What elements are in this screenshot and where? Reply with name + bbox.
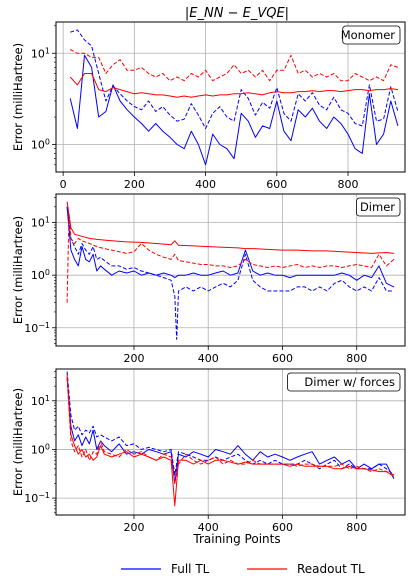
- panel-title-box: [342, 25, 401, 45]
- x-tick-label: 200: [124, 178, 145, 191]
- y-tick-label: 101: [31, 393, 50, 408]
- y-axis-label: Error (milliHartree): [11, 388, 25, 496]
- series-line-solid-blue: [66, 377, 395, 484]
- panel-dimer: 200 400 600 800 10−1 100 101 Error (milliHartre…: [11, 193, 406, 365]
- y-axis-label: Error (milliHartree): [11, 216, 25, 324]
- series-line-dashed-blue: [66, 371, 395, 476]
- axes-frame: [55, 368, 406, 516]
- series-line-solid-red: [66, 374, 395, 507]
- panel-dimer-forces: 200 400 600 800 10−1 100 101 Error (milliHartre…: [11, 368, 406, 534]
- x-tick-label: 200: [123, 352, 144, 365]
- panel-title-box: [287, 372, 401, 392]
- x-tick-label: 600: [272, 521, 293, 534]
- y-tick-label: 101: [31, 215, 50, 230]
- series-line-dashed-red: [66, 377, 395, 484]
- x-tick-label: 0: [60, 178, 67, 191]
- x-tick-label: 600: [266, 178, 287, 191]
- y-tick-label: 100: [31, 442, 50, 457]
- series-line-dashed-blue: [70, 29, 399, 129]
- y-tick-label: 10−1: [24, 320, 50, 335]
- y-tick-label: 10−1: [24, 491, 50, 506]
- y-axis-label: Error (milliHartree): [11, 43, 25, 151]
- panel-monomer: 0 200 400 600 800 100 101 Error (milliHartree) M…: [11, 21, 406, 191]
- figure-title: |E_NN − E_VQE|: [185, 6, 289, 21]
- x-tick-label: 600: [272, 352, 293, 365]
- x-tick-label: 400: [198, 352, 219, 365]
- series-line-dashed-red: [69, 49, 399, 82]
- axes-frame: [55, 21, 406, 173]
- series-line-dashed-red: [66, 212, 395, 303]
- series-line-dashed-blue: [66, 206, 394, 340]
- series-line-solid-red: [66, 201, 394, 254]
- x-tick-label: 800: [338, 178, 359, 191]
- legend: Full TL Readout TL: [121, 562, 365, 576]
- y-tick-label: 101: [31, 46, 50, 61]
- series-line-solid-blue: [66, 206, 395, 288]
- legend-label: Full TL: [171, 562, 210, 576]
- x-axis-label: Training Points: [192, 532, 280, 546]
- x-tick-label: 400: [198, 521, 219, 534]
- panel-title: Monomer: [341, 28, 396, 42]
- panel-title-box: [356, 197, 401, 217]
- x-tick-label: 400: [195, 178, 216, 191]
- x-tick-label: 200: [123, 521, 144, 534]
- legend-label: Readout TL: [297, 562, 365, 576]
- x-tick-label: 800: [346, 521, 367, 534]
- panel-title: Dimer w/ forces: [304, 375, 395, 389]
- y-tick-label: 100: [31, 268, 50, 283]
- x-tick-label: 800: [346, 352, 367, 365]
- series-line-solid-red: [69, 73, 398, 98]
- y-tick-label: 100: [31, 137, 50, 152]
- panel-title: Dimer: [360, 200, 395, 214]
- series-line-solid-blue: [69, 54, 399, 166]
- axes-frame: [55, 193, 406, 347]
